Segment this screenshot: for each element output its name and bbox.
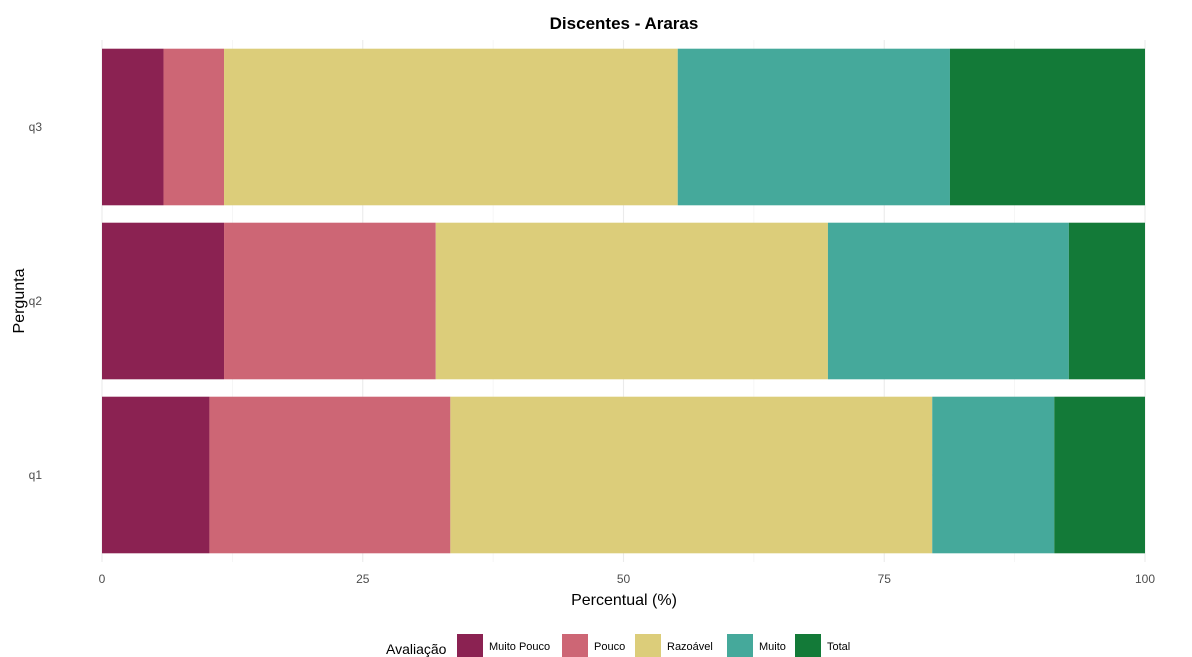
bar-segment: [949, 48, 1145, 206]
bar-segment: [102, 222, 225, 380]
legend-key: [457, 634, 483, 657]
bar-segment: [435, 222, 828, 380]
legend-key: [562, 634, 588, 657]
bar-segment: [1054, 396, 1145, 554]
bar-segment: [932, 396, 1055, 554]
bar-segment: [677, 48, 950, 206]
x-tick-label: 0: [99, 572, 106, 586]
legend-label: Pouco: [594, 641, 625, 653]
legend-label: Muito: [759, 641, 786, 653]
bar-segment: [102, 48, 164, 206]
x-tick-label: 25: [356, 572, 370, 586]
legend-title: Avaliação: [386, 641, 447, 657]
legend-label: Total: [827, 641, 850, 653]
y-axis-ticks: q1 q2 q3: [29, 120, 43, 482]
bars: [102, 48, 1145, 554]
legend: Avaliação Muito Pouco Pouco Razoável Muito T…: [386, 634, 850, 657]
bar-segment: [209, 396, 451, 554]
x-tick-label: 50: [617, 572, 631, 586]
y-tick-label: q2: [29, 294, 43, 308]
bar-segment: [102, 396, 210, 554]
legend-key: [635, 634, 661, 657]
x-tick-label: 100: [1135, 572, 1155, 586]
bar-segment: [224, 48, 678, 206]
x-axis-title: Percentual (%): [571, 592, 677, 609]
y-tick-label: q1: [29, 468, 43, 482]
legend-key: [795, 634, 821, 657]
legend-label: Muito Pouco: [489, 641, 550, 653]
bar-segment: [1068, 222, 1145, 380]
legend-key: [727, 634, 753, 657]
x-tick-label: 75: [878, 572, 892, 586]
bar-segment: [163, 48, 225, 206]
chart-title: Discentes - Araras: [550, 14, 699, 33]
y-tick-label: q3: [29, 120, 43, 134]
legend-label: Razoável: [667, 641, 713, 653]
bar-segment: [450, 396, 933, 554]
bar-segment: [827, 222, 1069, 380]
bar-segment: [224, 222, 436, 380]
y-axis-title: Pergunta: [11, 268, 28, 333]
x-axis-ticks: 0 25 50 75 100: [99, 572, 1156, 586]
